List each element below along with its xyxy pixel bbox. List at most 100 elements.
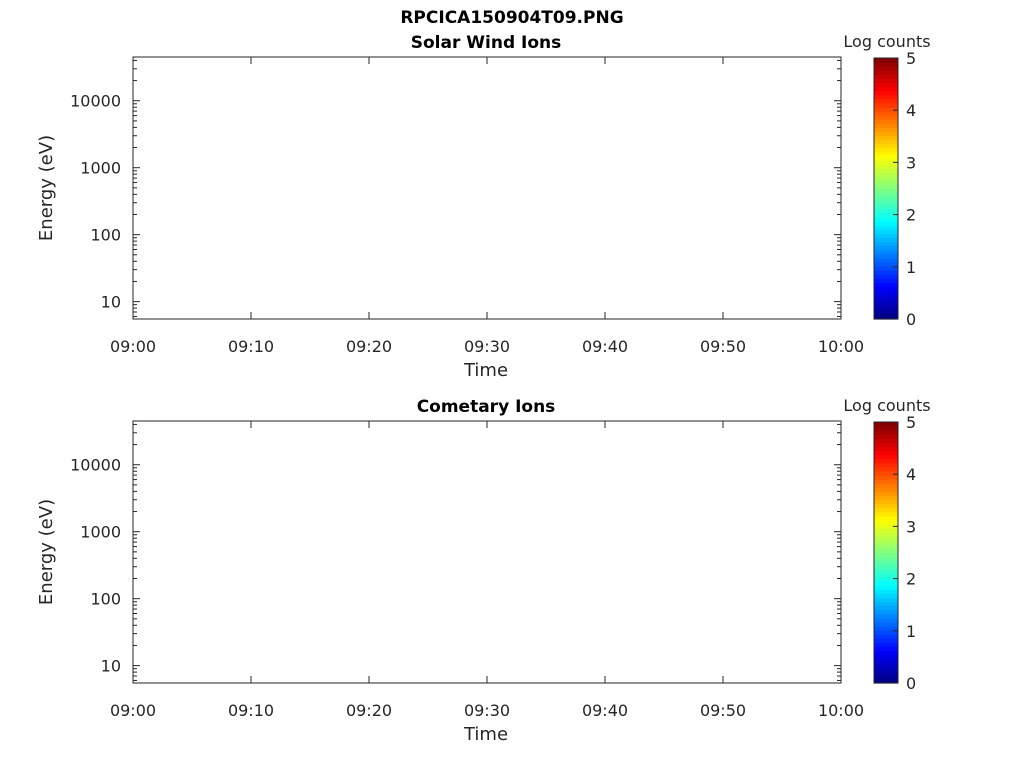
colorbar-segment — [874, 196, 898, 202]
x-tick-label: 09:50 — [700, 337, 746, 356]
x-tick-label: 09:00 — [110, 701, 156, 720]
colorbar-segment — [874, 617, 898, 623]
colorbar-segment — [874, 62, 898, 67]
colorbar-segment — [874, 458, 898, 464]
colorbar-segment — [874, 265, 898, 271]
colorbar-segment — [874, 188, 898, 194]
colorbar-segment — [874, 139, 898, 145]
colorbar-label: Log counts — [843, 32, 930, 51]
x-tick-label: 09:10 — [228, 337, 274, 356]
colorbar-segment — [874, 306, 898, 312]
colorbar-tick-label: 2 — [906, 570, 916, 589]
colorbar-segment — [874, 638, 898, 643]
colorbar-tick-label: 3 — [906, 517, 916, 536]
colorbar-segment — [874, 282, 898, 287]
colorbar-segment — [874, 225, 898, 230]
colorbar-segment — [874, 499, 898, 505]
colorbar-segment — [874, 552, 898, 558]
colorbar-tick-label: 0 — [906, 310, 916, 329]
x-axis-label: Time — [463, 360, 508, 381]
plot-frame — [132, 420, 842, 684]
colorbar-segment — [874, 204, 898, 210]
colorbar-segment — [874, 66, 898, 71]
colorbar-segment — [874, 495, 898, 501]
colorbar-segment — [874, 666, 898, 672]
colorbar-segment — [874, 483, 898, 488]
colorbar-segment — [874, 221, 898, 226]
colorbar-segment — [874, 646, 898, 651]
colorbar-segment — [874, 597, 898, 603]
colorbar-segment — [874, 515, 898, 521]
colorbar-segment — [874, 90, 898, 96]
y-tick-label: 100 — [90, 226, 121, 245]
panel-solar-wind: 09:00 09:10 09:20 09:30 09:40 09:50 10:0010100… — [36, 32, 931, 381]
colorbar-tick-label: 0 — [906, 674, 916, 693]
colorbar-segment — [874, 310, 898, 316]
colorbar-segment — [874, 274, 898, 279]
colorbar-segment — [874, 466, 898, 472]
colorbar-tick-label: 1 — [906, 258, 916, 277]
colorbar-segment — [874, 147, 898, 153]
colorbar-segment — [874, 629, 898, 635]
colorbar-tick-label: 1 — [906, 622, 916, 641]
colorbar-segment — [874, 589, 898, 594]
colorbar-segment — [874, 94, 898, 100]
x-tick-label: 09:20 — [346, 701, 392, 720]
colorbar-tick-label: 2 — [906, 206, 916, 225]
colorbar-segment — [874, 233, 898, 239]
colorbar-segment — [874, 184, 898, 190]
panel-title: Cometary Ions — [417, 397, 556, 417]
colorbar-segment — [874, 151, 898, 157]
colorbar-segment — [874, 302, 898, 308]
colorbar-segment — [874, 487, 898, 492]
colorbar-segment — [874, 613, 898, 619]
colorbar-segment — [874, 536, 898, 541]
colorbar-segment — [874, 642, 898, 647]
colorbar-segment — [874, 654, 898, 660]
colorbar-segment — [874, 253, 898, 259]
colorbar-segment — [874, 229, 898, 234]
colorbar-segment — [874, 159, 898, 165]
y-tick-label: 1000 — [80, 523, 121, 542]
colorbar-segment — [874, 540, 898, 545]
colorbar-segment — [874, 674, 898, 680]
colorbar-segment — [874, 507, 898, 513]
colorbar-segment — [874, 585, 898, 590]
plot-frame — [132, 56, 842, 320]
colorbar-segment — [874, 519, 898, 525]
colorbar-tick-label: 4 — [906, 101, 916, 120]
colorbar-segment — [874, 556, 898, 562]
colorbar-segment — [874, 286, 898, 292]
panel-cometary: 09:00 09:10 09:20 09:30 09:40 09:50 10:0010100… — [36, 396, 931, 745]
colorbar-segment — [874, 503, 898, 509]
colorbar-segment — [874, 442, 898, 448]
colorbar-segment — [874, 662, 898, 668]
colorbar-segment — [874, 491, 898, 497]
colorbar-segment — [874, 82, 898, 88]
colorbar-segment — [874, 650, 898, 656]
x-axis-label: Time — [463, 724, 508, 745]
colorbar-segment — [874, 314, 898, 320]
y-tick-label: 10000 — [70, 92, 121, 111]
colorbar-segment — [874, 135, 898, 141]
colorbar-segment — [874, 479, 898, 484]
colorbar-segment — [874, 621, 898, 627]
colorbar-tick-label: 4 — [906, 465, 916, 484]
colorbar-segment — [874, 625, 898, 631]
colorbar-tick-label: 5 — [906, 413, 916, 432]
x-tick-label: 09:50 — [700, 701, 746, 720]
y-axis-label: Energy (eV) — [36, 499, 57, 605]
colorbar-segment — [874, 270, 898, 275]
colorbar-segment — [874, 102, 898, 108]
colorbar-segment — [874, 261, 898, 267]
colorbar-segment — [874, 430, 898, 435]
colorbar-segment — [874, 609, 898, 615]
panel-title: Solar Wind Ions — [411, 33, 562, 53]
colorbar-segment — [874, 294, 898, 300]
colorbar-segment — [874, 581, 898, 586]
colorbar-frame — [873, 421, 899, 684]
colorbar-segment — [874, 678, 898, 684]
colorbar-segment — [874, 426, 898, 431]
